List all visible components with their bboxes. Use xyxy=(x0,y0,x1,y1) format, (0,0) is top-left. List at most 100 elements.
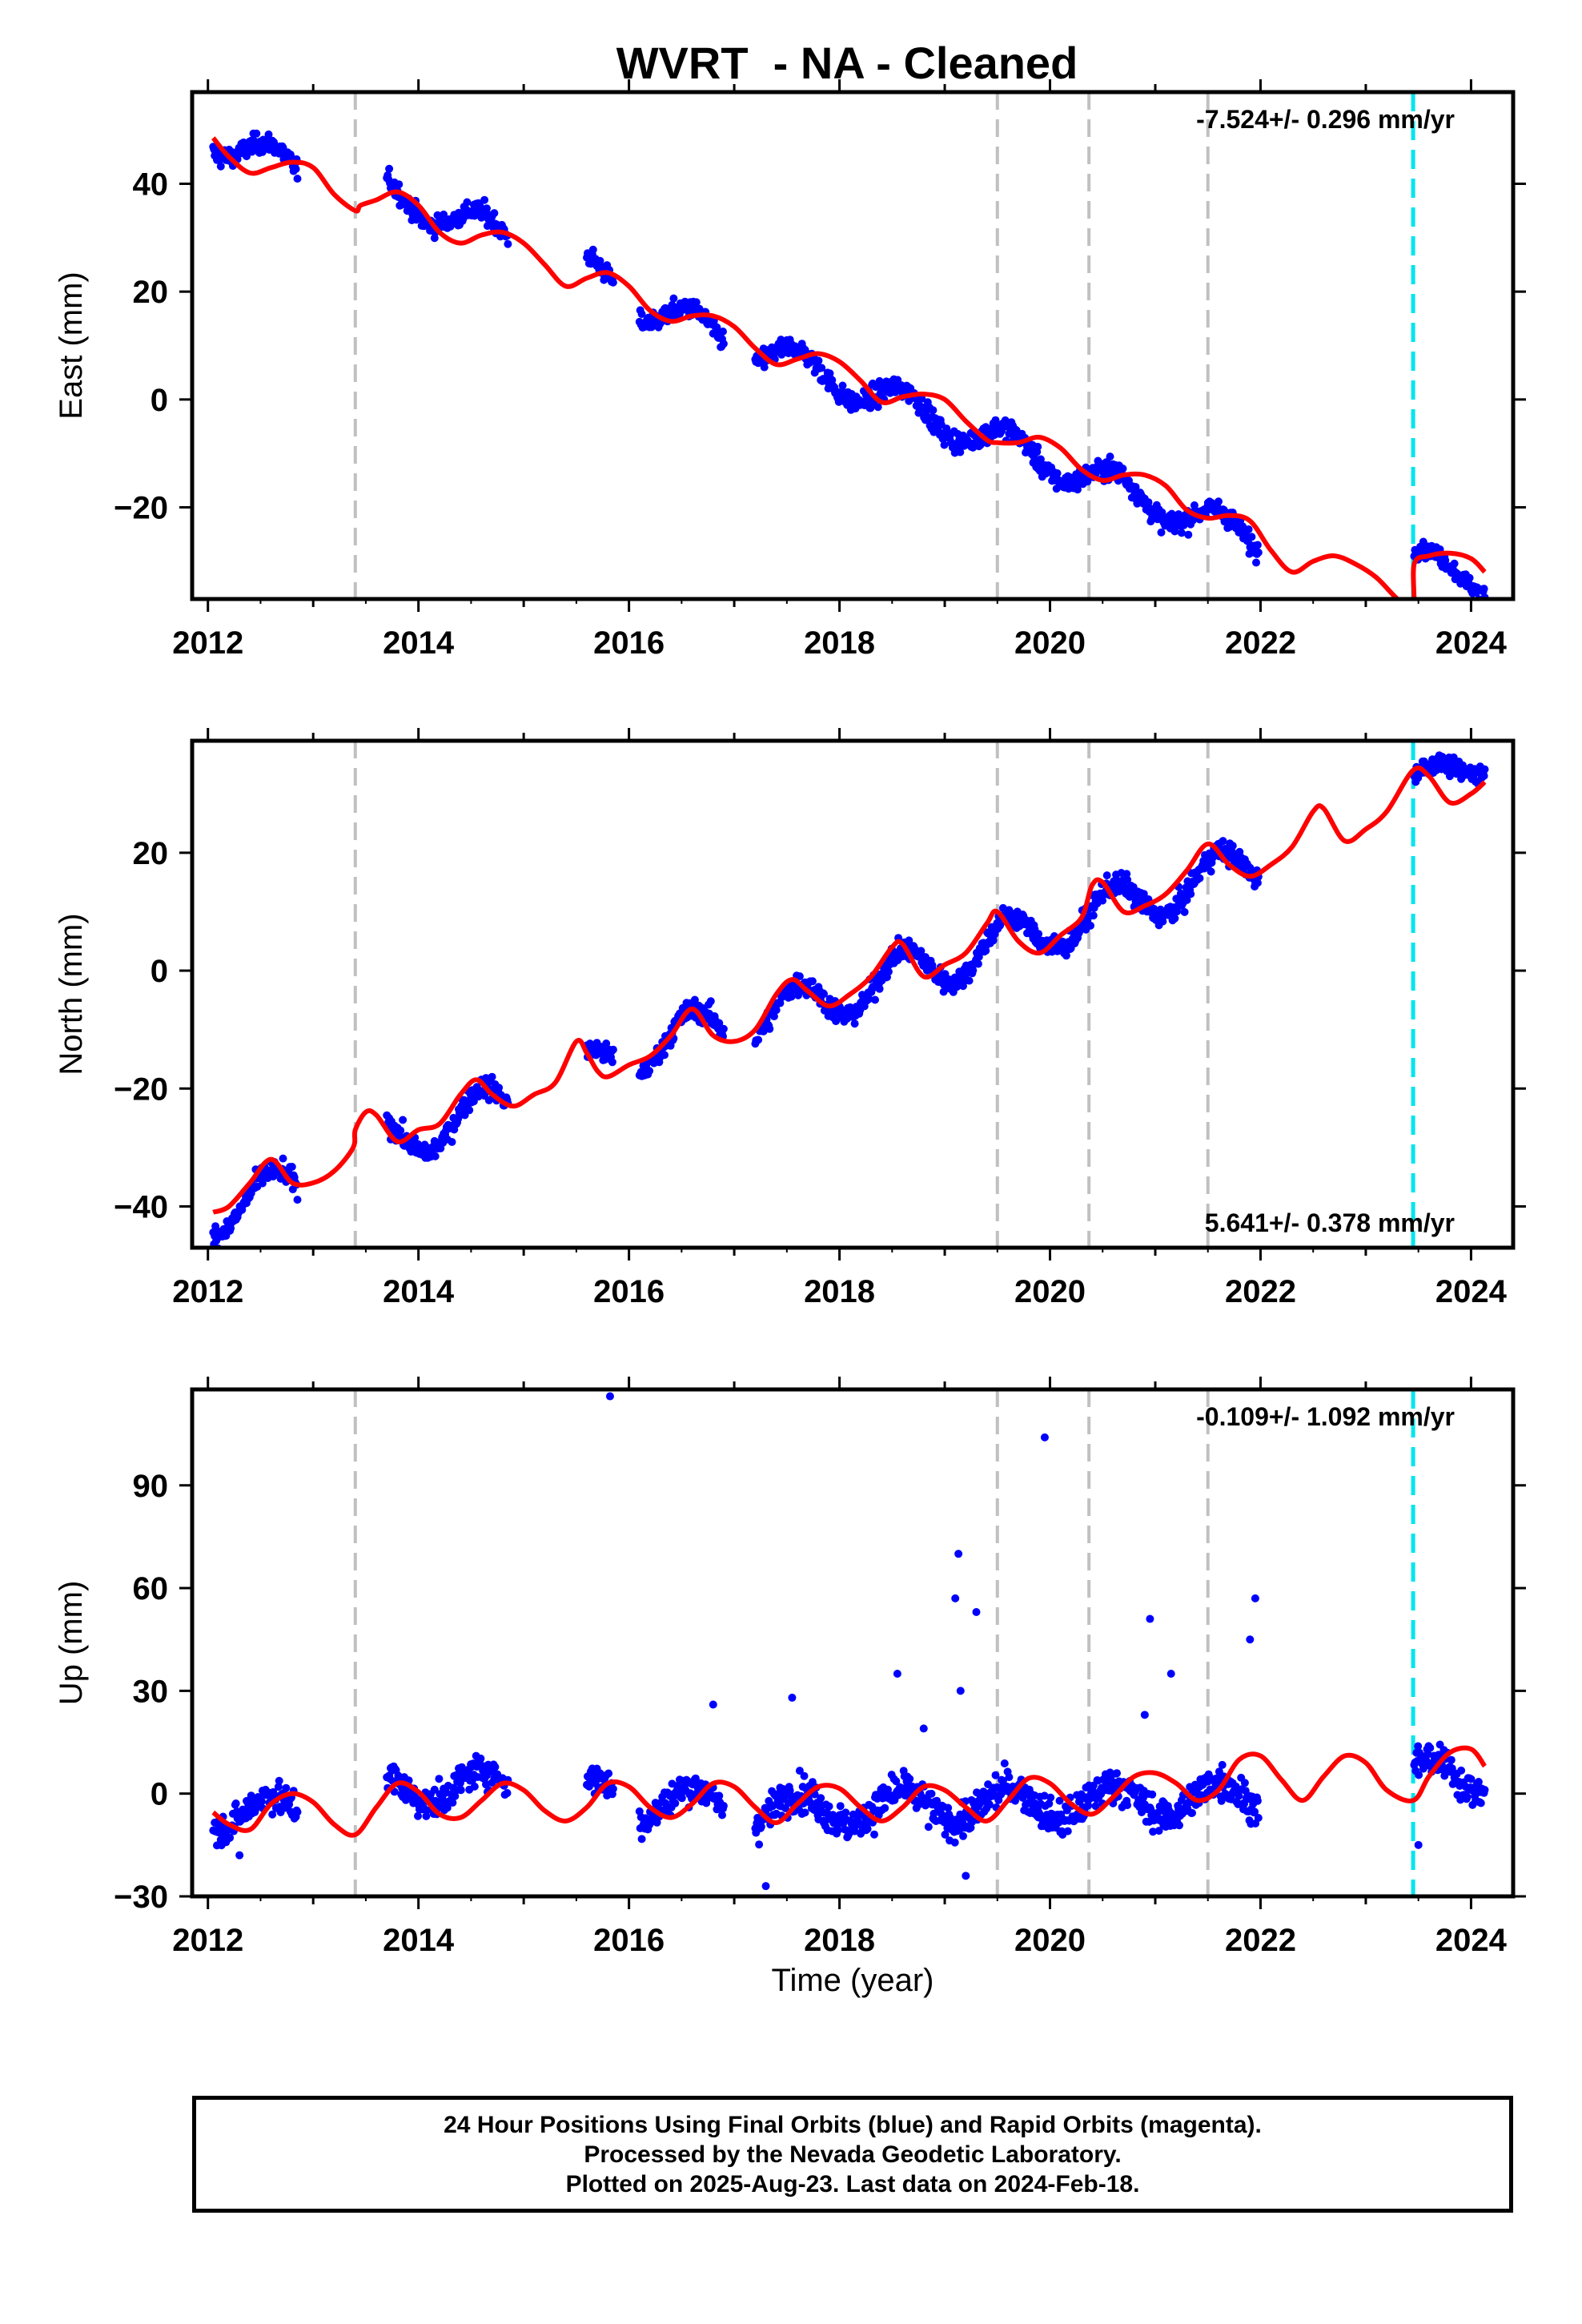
daily-point xyxy=(850,1019,859,1028)
daily-point xyxy=(892,1777,901,1786)
outlier-point xyxy=(1146,1614,1154,1623)
panel-north: 2012 2014 2016 2018 2020 2022 2024 20 0 −20 −40 Nor… xyxy=(54,728,1526,1309)
daily-point xyxy=(950,1838,959,1847)
daily-point xyxy=(905,1775,914,1783)
outlier-point xyxy=(1251,1594,1259,1602)
daily-point xyxy=(456,1786,465,1795)
x-tick-label: 2016 xyxy=(593,1274,665,1309)
daily-point xyxy=(1106,452,1114,461)
daily-point xyxy=(1063,1827,1072,1835)
x-tick-label: 2020 xyxy=(1014,1923,1086,1958)
daily-point xyxy=(231,1799,240,1807)
daily-point xyxy=(1252,558,1260,567)
y-tick-label: −30 xyxy=(114,1880,168,1915)
y-tick-label: −40 xyxy=(114,1189,168,1224)
daily-point xyxy=(820,990,828,998)
outlier-point xyxy=(1040,1433,1049,1441)
rate-annotation: -0.109+/- 1.092 mm/yr xyxy=(1196,1402,1455,1431)
daily-point xyxy=(941,1830,950,1839)
x-tick-label: 2024 xyxy=(1435,1923,1508,1958)
daily-point xyxy=(1034,442,1042,451)
model-curve xyxy=(211,1745,1487,1838)
y-tick-label: 0 xyxy=(151,383,168,418)
daily-point xyxy=(291,165,300,173)
daily-point xyxy=(293,1196,302,1204)
daily-point xyxy=(1045,1799,1054,1808)
daily-point xyxy=(293,175,302,183)
x-tick-label: 2020 xyxy=(1014,625,1086,661)
daily-point xyxy=(1074,485,1082,494)
x-tick-label: 2016 xyxy=(593,1923,665,1958)
daily-point xyxy=(1253,879,1262,887)
daily-point xyxy=(1182,895,1191,904)
daily-point xyxy=(1133,499,1142,508)
daily-point xyxy=(1253,1796,1262,1805)
daily-point xyxy=(871,995,879,1004)
daily-point xyxy=(448,1138,456,1146)
daily-point xyxy=(808,977,817,986)
daily-point xyxy=(1254,548,1263,557)
daily-point xyxy=(817,364,826,372)
panel-up: 2012 2014 2016 2018 2020 2022 2024 90 60 30 0 −30 Up… xyxy=(54,1377,1526,1958)
daily-point xyxy=(279,1154,287,1163)
daily-point xyxy=(1084,1801,1093,1810)
daily-point xyxy=(769,1802,777,1811)
daily-point xyxy=(252,129,261,138)
daily-point xyxy=(598,1045,607,1054)
daily-point xyxy=(440,210,448,219)
y-tick-label: −20 xyxy=(114,1072,168,1107)
daily-point xyxy=(1474,1778,1483,1786)
daily-point xyxy=(275,1776,283,1785)
daily-point xyxy=(854,1818,863,1827)
daily-point xyxy=(1254,1814,1263,1822)
daily-point xyxy=(1113,1769,1121,1778)
daily-point xyxy=(800,1771,809,1780)
outlier-point xyxy=(709,1700,717,1709)
daily-point xyxy=(1253,541,1262,549)
daily-point xyxy=(1251,1807,1259,1816)
x-tick-label: 2022 xyxy=(1225,1923,1296,1958)
x-tick-label: 2022 xyxy=(1225,1274,1296,1309)
daily-point xyxy=(661,1051,669,1059)
outlier-point xyxy=(1166,1669,1175,1678)
daily-point xyxy=(1228,842,1237,850)
daily-point xyxy=(483,204,491,213)
plot-layer: 2012 2014 2016 2018 2020 2022 2024 40 20 0 −20 East… xyxy=(54,79,1526,1998)
daily-point xyxy=(1195,874,1204,883)
daily-point xyxy=(719,328,727,336)
daily-point xyxy=(1148,1790,1157,1799)
model-curve xyxy=(212,765,1487,1215)
daily-point xyxy=(692,298,701,307)
daily-point xyxy=(1186,890,1195,899)
daily-point xyxy=(1123,1801,1132,1810)
daily-point xyxy=(274,1783,283,1791)
daily-point xyxy=(865,995,873,1003)
daily-point xyxy=(706,997,715,1006)
daily-point xyxy=(608,1045,617,1054)
y-axis-label: East (mm) xyxy=(54,271,89,419)
plot-area xyxy=(209,1389,1489,1896)
daily-point xyxy=(257,1797,266,1806)
y-tick-label: 90 xyxy=(133,1469,169,1504)
y-tick-label: 20 xyxy=(133,275,169,310)
daily-point xyxy=(1157,528,1166,537)
daily-point xyxy=(677,1794,686,1803)
daily-point xyxy=(817,1794,825,1803)
daily-point xyxy=(795,972,804,981)
daily-point xyxy=(1055,1796,1064,1805)
y-axis-label: North (mm) xyxy=(54,913,89,1075)
daily-point xyxy=(974,959,982,968)
daily-point xyxy=(933,1796,942,1805)
daily-point xyxy=(1102,871,1111,880)
daily-point xyxy=(905,936,913,945)
daily-point xyxy=(1053,469,1062,477)
daily-point xyxy=(986,1800,994,1809)
daily-point xyxy=(588,245,597,254)
caption-line-3: Plotted on 2025-Aug-23. Last data on 202… xyxy=(565,2170,1140,2197)
daily-point xyxy=(929,406,938,415)
daily-points xyxy=(209,751,1489,1248)
outlier-point xyxy=(788,1693,797,1702)
y-tick-label: 60 xyxy=(133,1571,169,1606)
plot-frame xyxy=(190,90,1516,601)
